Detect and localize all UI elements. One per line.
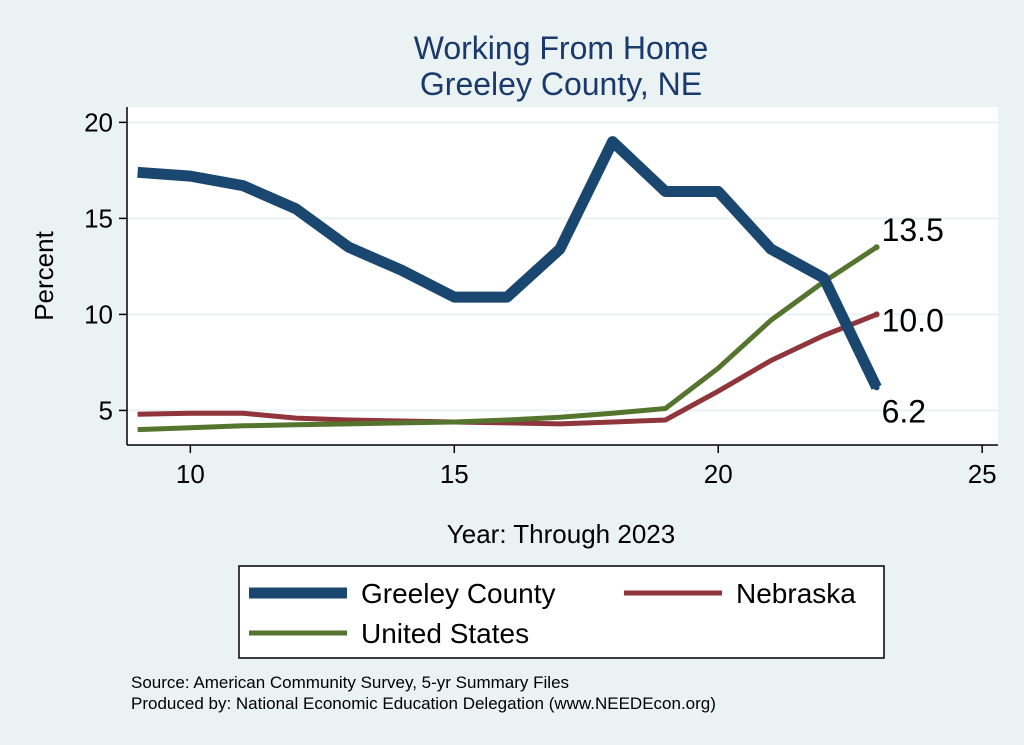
series-line-greeley-county bbox=[137, 136, 882, 390]
legend-box bbox=[238, 565, 885, 659]
series-end-point bbox=[873, 311, 880, 318]
producer-note: Produced by: National Economic Education… bbox=[131, 694, 716, 713]
series-layer bbox=[137, 136, 882, 433]
end-value-label: 6.2 bbox=[882, 393, 926, 429]
legend-label: Greeley County bbox=[361, 578, 556, 609]
series-end-point bbox=[873, 384, 880, 391]
end-value-label: 10.0 bbox=[882, 302, 944, 338]
legend: Greeley County Nebraska United States bbox=[238, 565, 885, 659]
series-line-united-states bbox=[137, 245, 878, 433]
plot-area bbox=[127, 107, 998, 445]
y-tick-label: 15 bbox=[84, 203, 113, 233]
end-labels: 13.5 10.0 6.2 bbox=[882, 212, 944, 429]
x-tick-label: 25 bbox=[968, 459, 997, 489]
end-value-label: 13.5 bbox=[882, 212, 944, 248]
legend-label: Nebraska bbox=[736, 578, 856, 609]
legend-label: United States bbox=[361, 618, 529, 649]
x-tick-label: 20 bbox=[704, 459, 733, 489]
series-end-point bbox=[873, 244, 880, 251]
chart-title: Working From Home bbox=[414, 30, 709, 66]
x-tick-label: 15 bbox=[440, 459, 469, 489]
y-tick-label: 5 bbox=[99, 395, 113, 425]
source-note: Source: American Community Survey, 5-yr … bbox=[131, 673, 569, 692]
axes: 5 10 15 20 10 15 20 25 bbox=[84, 107, 998, 489]
series-line-nebraska bbox=[137, 312, 878, 427]
y-tick-label: 20 bbox=[84, 107, 113, 137]
x-axis-title: Year: Through 2023 bbox=[447, 519, 675, 549]
x-tick-label: 10 bbox=[176, 459, 205, 489]
gridlines bbox=[127, 121, 998, 412]
chart-subtitle: Greeley County, NE bbox=[420, 66, 702, 102]
y-tick-label: 10 bbox=[84, 299, 113, 329]
y-axis-title: Percent bbox=[29, 230, 59, 320]
